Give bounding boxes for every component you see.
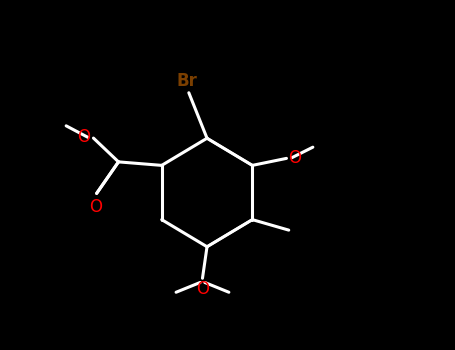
Text: Br: Br bbox=[176, 72, 197, 90]
Text: O: O bbox=[89, 197, 102, 216]
Text: O: O bbox=[77, 128, 90, 146]
Text: O: O bbox=[196, 280, 209, 298]
Text: O: O bbox=[288, 149, 301, 167]
